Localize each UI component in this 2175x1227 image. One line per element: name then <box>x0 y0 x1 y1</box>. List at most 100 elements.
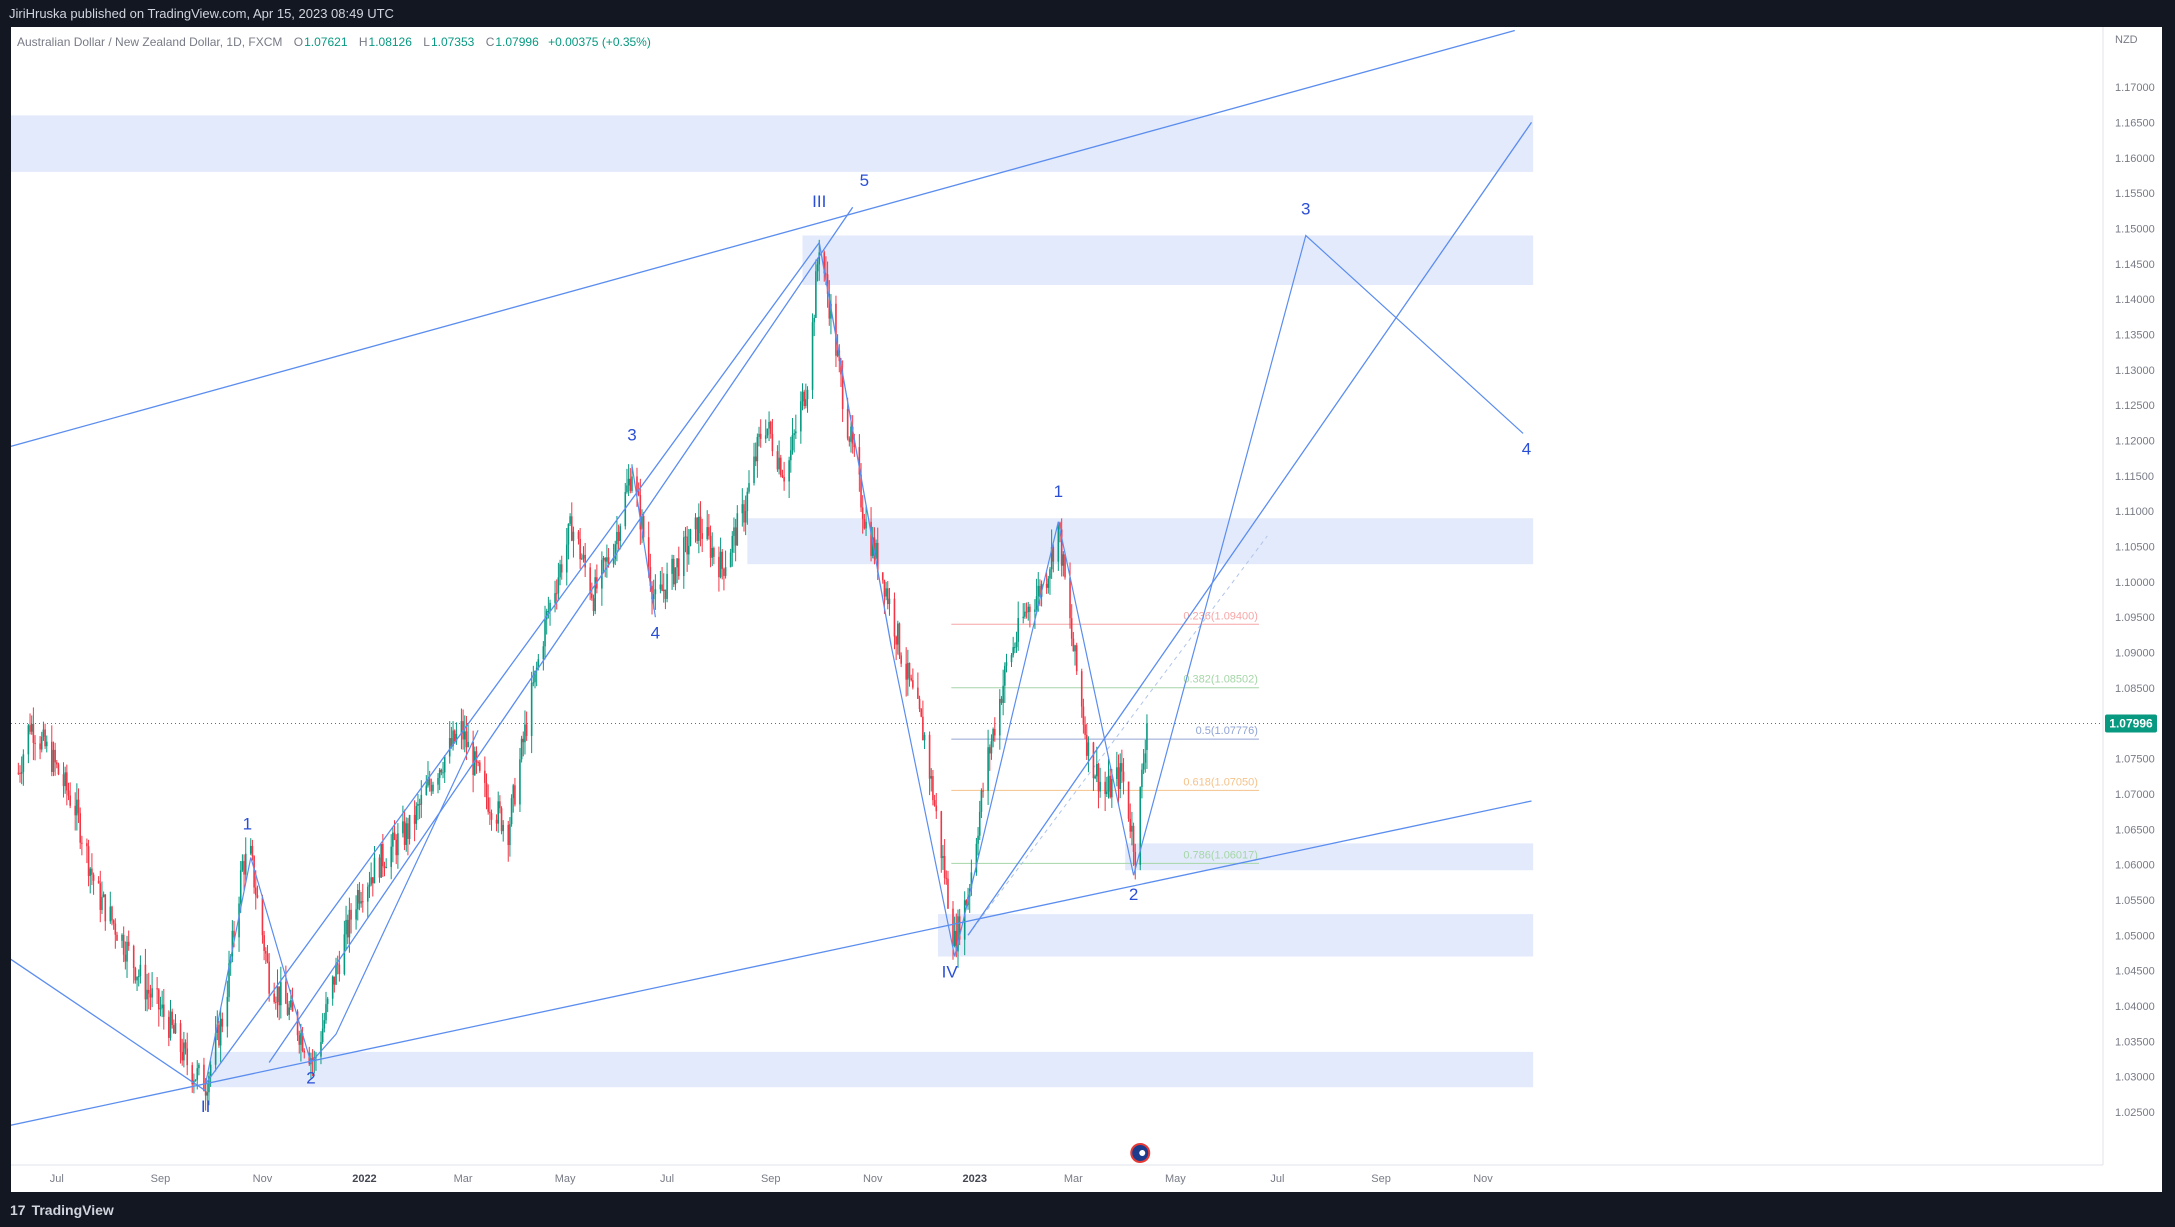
candle-body <box>253 856 255 888</box>
candle-body <box>102 894 105 897</box>
candle-body <box>860 474 862 508</box>
candle-body <box>619 526 622 541</box>
candle-body <box>1047 578 1050 588</box>
price-zone[interactable] <box>210 1051 1534 1088</box>
candle-body <box>970 872 973 889</box>
price-tick-label: 1.13000 <box>2115 365 2155 377</box>
candle-body <box>1106 791 1108 795</box>
candle-body <box>776 451 779 470</box>
price-tick-label: 1.06500 <box>2115 824 2155 836</box>
symbol-info: Australian Dollar / New Zealand Dollar, … <box>17 35 651 49</box>
candle-body <box>81 842 83 844</box>
candle-body <box>291 1000 294 1012</box>
wave-label: 5 <box>860 171 869 190</box>
candle-body <box>980 790 983 812</box>
candle-body <box>930 776 933 779</box>
candle-body <box>754 456 757 462</box>
candle-body <box>122 934 125 955</box>
candle-body <box>865 521 867 529</box>
candle-body <box>1045 583 1048 588</box>
candle-body <box>713 548 715 557</box>
candle-body <box>358 889 361 904</box>
price-zone[interactable] <box>937 914 1534 957</box>
trendline[interactable] <box>11 29 1515 448</box>
candle-body <box>666 573 668 599</box>
candle-body <box>584 554 586 568</box>
price-chart[interactable]: 0.236(1.09400) 0.382(1.08502) 0.5(1.07776)… <box>11 27 2162 1192</box>
elliott-wave-path[interactable] <box>205 730 479 1084</box>
candle-body <box>895 636 897 645</box>
candle-body <box>42 729 45 737</box>
candle-body <box>1022 616 1025 619</box>
candle-body <box>756 436 759 462</box>
candle-body <box>27 725 30 755</box>
candle-body <box>251 845 254 857</box>
candle-body <box>616 531 618 545</box>
candle-body <box>978 811 981 836</box>
candle-body <box>263 935 265 951</box>
candle-body <box>146 989 148 1000</box>
price-axis[interactable]: 1.02500 1.03000 1.03500 1.04000 1.04500 1.050… <box>2102 27 2157 1165</box>
last-price-tag[interactable] <box>2105 714 2157 733</box>
candle-body <box>800 401 802 432</box>
candle-body <box>530 683 533 737</box>
candle-body <box>537 659 540 668</box>
trendline[interactable] <box>967 122 1533 936</box>
candle-body <box>1050 546 1053 570</box>
candle-body <box>836 350 839 356</box>
candle-body <box>1146 723 1148 751</box>
trendline[interactable] <box>818 242 892 646</box>
candle-body <box>296 1011 299 1036</box>
tradingview-logo[interactable]: 17 TradingView <box>10 1202 114 1218</box>
fibonacci-retracement[interactable]: 0.236(1.09400) 0.382(1.08502) 0.5(1.07776)… <box>951 535 1268 936</box>
price-tick-label: 1.15000 <box>2115 223 2155 235</box>
wave-label: 2 <box>306 1069 315 1088</box>
candle-body <box>1131 825 1133 832</box>
candle-body <box>440 769 443 773</box>
close-label: C <box>485 35 495 49</box>
elliott-wave-path[interactable] <box>890 234 1524 957</box>
candle-body <box>888 598 891 605</box>
publisher-text: JiriHruska published on TradingView.com,… <box>9 6 394 21</box>
price-zone[interactable] <box>802 235 1534 285</box>
candle-body <box>686 536 688 555</box>
candle-body <box>917 687 919 699</box>
trendlines[interactable] <box>11 29 1533 1127</box>
time-tick-label: Nov <box>863 1173 883 1185</box>
candle-body <box>569 516 571 524</box>
price-zone[interactable] <box>11 115 1534 172</box>
candle-body <box>684 536 687 538</box>
wave-paths[interactable] <box>205 234 1524 1084</box>
trendline[interactable] <box>268 206 854 1063</box>
elliott-wave-path[interactable] <box>631 465 656 618</box>
candle-body <box>320 1042 322 1057</box>
time-axis[interactable]: Jul Sep Nov 2022 Mar May Jul Sep Nov 2023 Mar May Ju… <box>11 1164 2103 1185</box>
trendline[interactable] <box>11 956 206 1092</box>
price-zone[interactable] <box>747 518 1534 565</box>
candle-body <box>29 725 31 732</box>
last-price-label: 1.07996 <box>2109 717 2153 731</box>
price-zone[interactable] <box>1125 843 1534 871</box>
candle-body <box>303 1050 306 1053</box>
candle-body <box>1121 763 1123 772</box>
candle-body <box>326 998 329 1005</box>
candle-body <box>993 729 996 736</box>
price-tick-label: 1.07500 <box>2115 754 2155 766</box>
country-flag-icon[interactable] <box>1130 1143 1151 1163</box>
candle-body <box>592 598 595 612</box>
candle-body <box>689 529 692 546</box>
candle-body <box>92 874 95 881</box>
candle-body <box>626 485 628 493</box>
candle-body <box>1069 577 1071 619</box>
candle-body <box>975 843 978 873</box>
candle-body <box>912 680 914 688</box>
trendline[interactable] <box>11 800 1532 1126</box>
candle-body <box>1109 775 1111 798</box>
trendline[interactable] <box>205 242 820 1085</box>
candle-body <box>157 989 160 1010</box>
wave-label: III <box>812 192 826 211</box>
candle-body <box>44 729 46 747</box>
candle-body <box>1002 685 1004 703</box>
candle-body <box>958 916 961 940</box>
chart-frame[interactable]: 0.236(1.09400) 0.382(1.08502) 0.5(1.07776)… <box>11 27 2162 1192</box>
